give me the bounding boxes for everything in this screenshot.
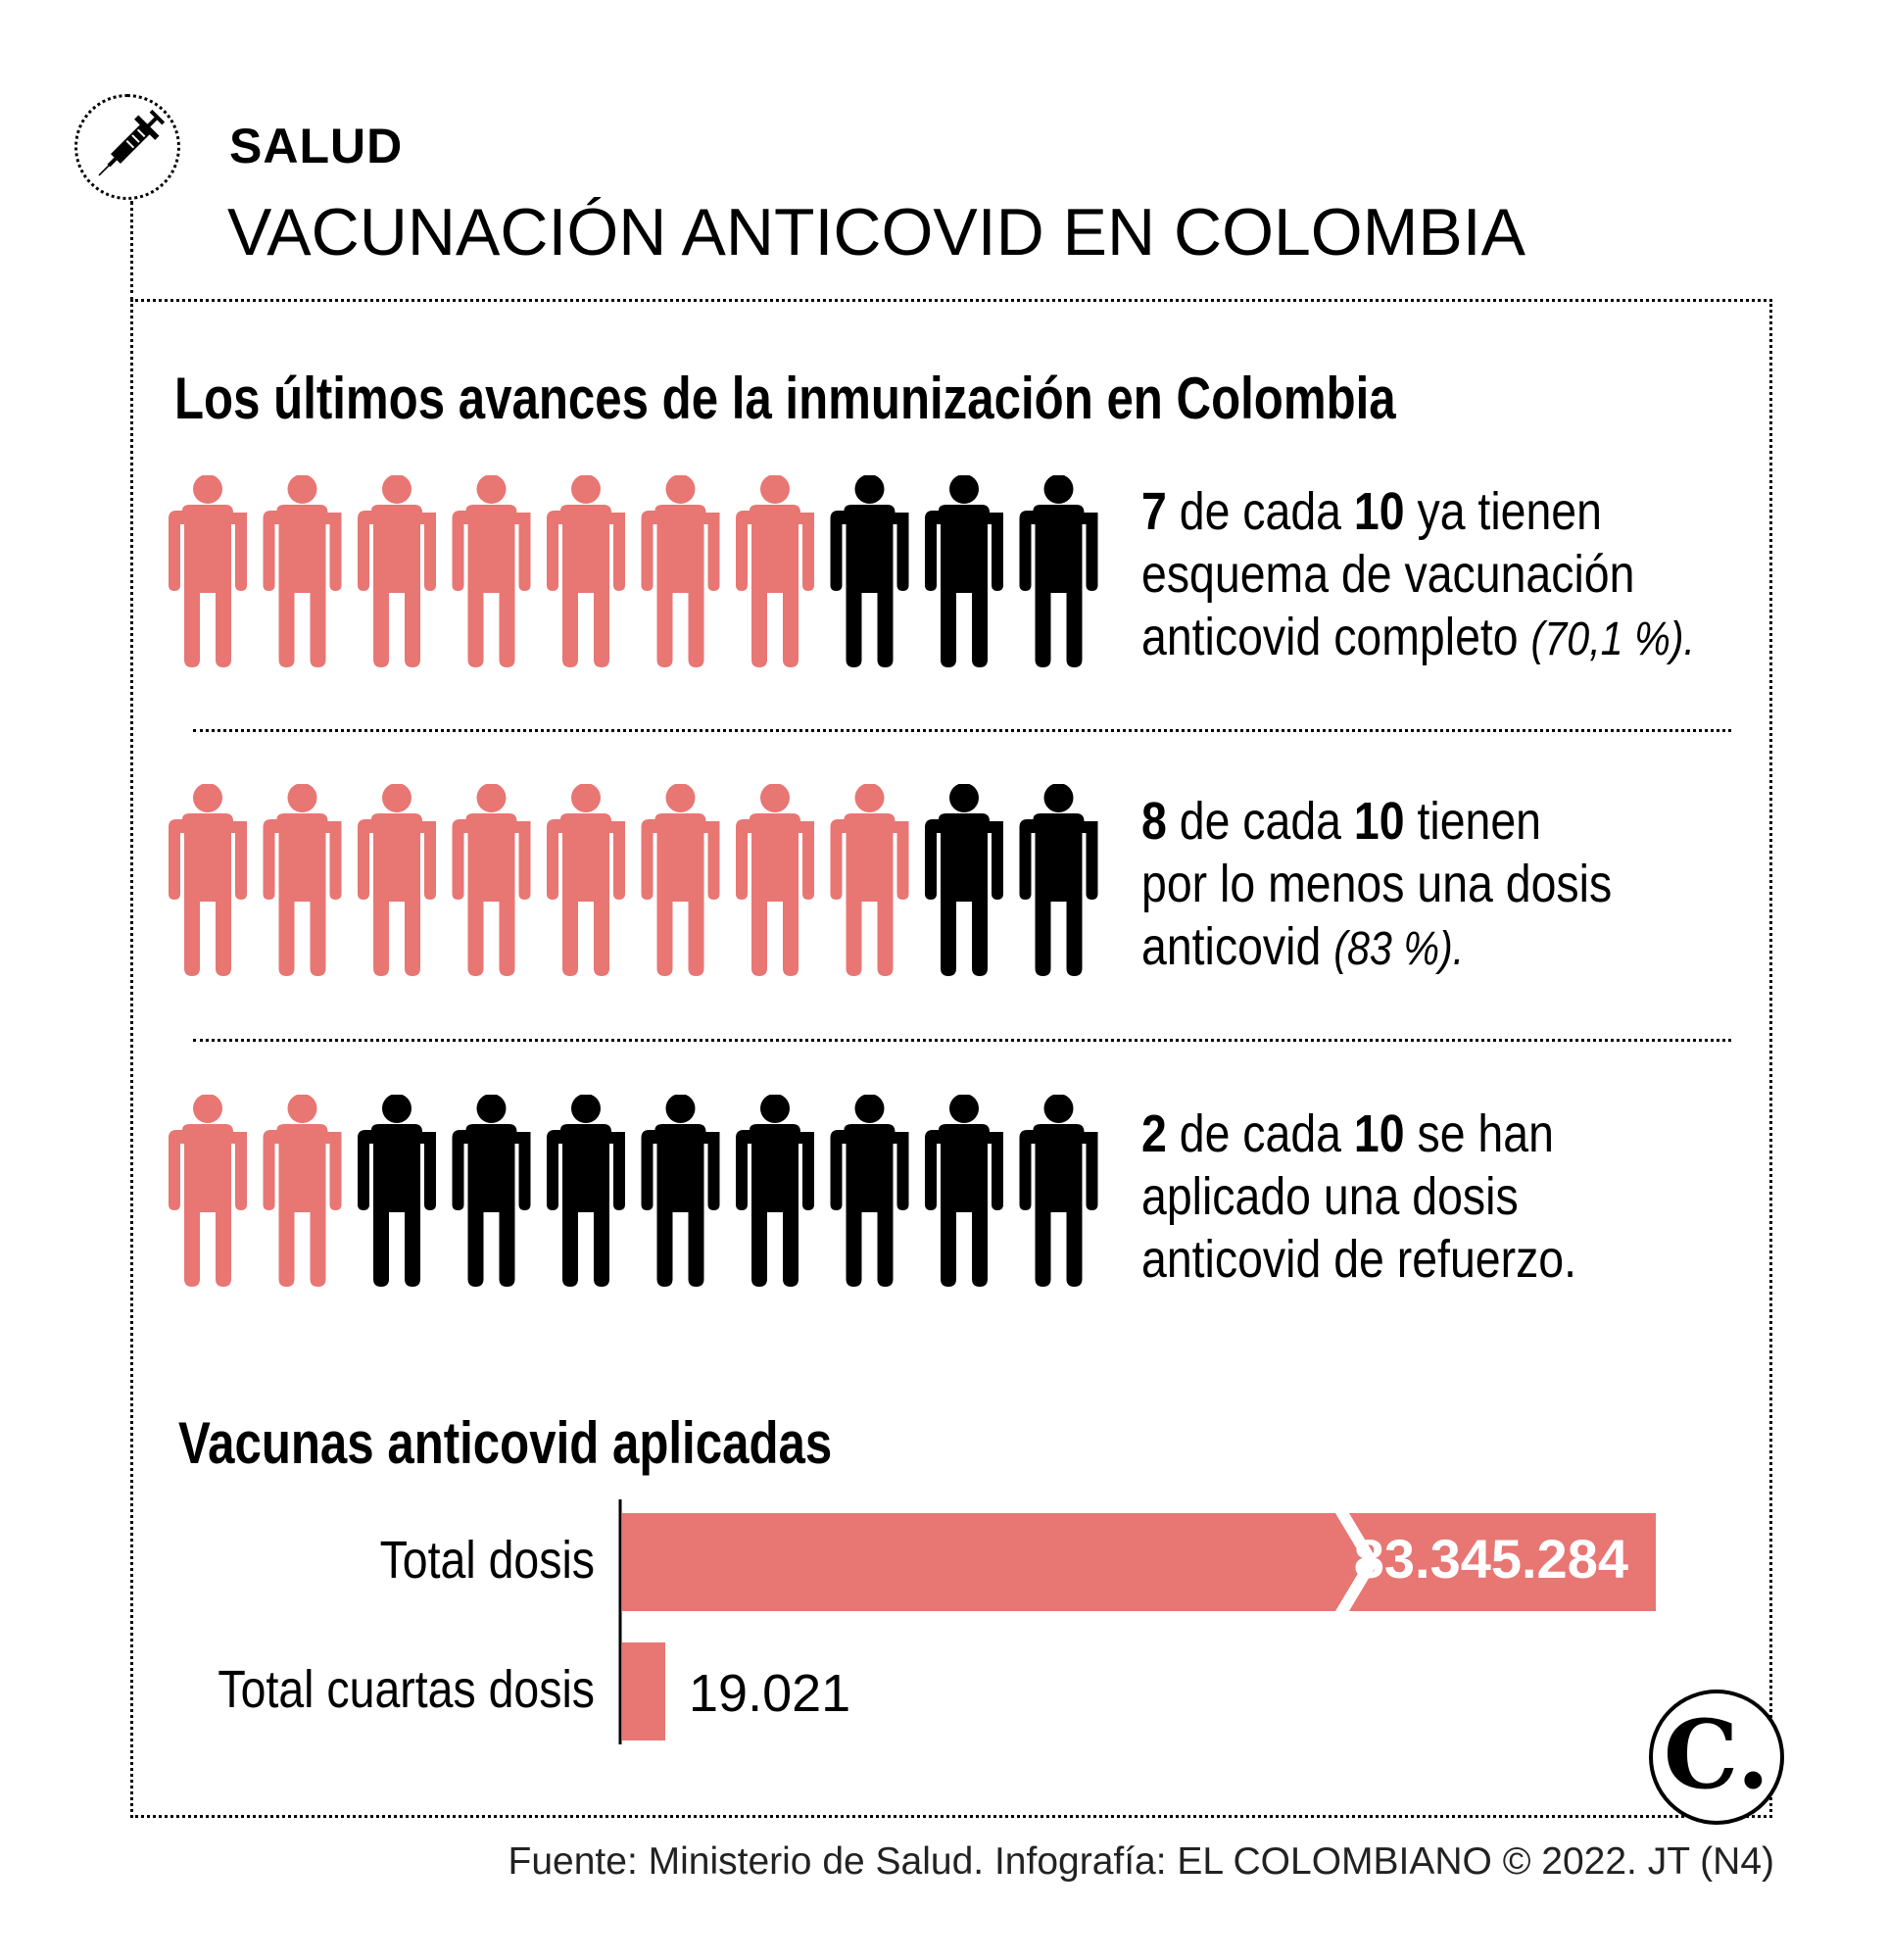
person-icon xyxy=(830,475,909,667)
person-icon xyxy=(736,475,814,667)
person-icon xyxy=(830,1095,909,1287)
bar-category-label: Total dosis xyxy=(380,1530,595,1590)
stat-text: de cada xyxy=(1166,482,1354,541)
person-icon xyxy=(263,784,342,976)
doses-bar-chart: Total dosis 83.345.284 Total cuartas dosis… xyxy=(218,1499,1656,1744)
stat-percentage: (83 %). xyxy=(1333,923,1465,975)
person-icon xyxy=(452,784,531,976)
stat-text: anticovid completo xyxy=(1141,608,1531,666)
vaccines-heading: Vacunas anticovid aplicadas xyxy=(178,1410,833,1476)
bar-total-cuartas-dosis xyxy=(622,1642,665,1740)
stat-number: 7 xyxy=(1141,482,1167,541)
logo-letter: C. xyxy=(1663,1699,1770,1810)
person-icon xyxy=(1019,1095,1098,1287)
stat-number: 8 xyxy=(1141,792,1167,851)
immunization-heading: Los últimos avances de la inmunización e… xyxy=(174,366,1396,431)
stat-text: tienen xyxy=(1404,792,1542,851)
stat-percentage: (70,1 %). xyxy=(1530,613,1696,665)
stat-booster: 2 de cada 10 se han aplicado una dosis a… xyxy=(1141,1102,1576,1294)
stat-text: se han xyxy=(1404,1104,1554,1163)
syringe-icon xyxy=(98,109,166,176)
person-icon xyxy=(263,475,342,667)
section-tag: SALUD xyxy=(229,119,404,173)
person-icon xyxy=(736,784,814,976)
person-icon xyxy=(452,475,531,667)
person-icon xyxy=(1019,475,1098,667)
person-icon xyxy=(547,1095,625,1287)
stat-one-dose: 8 de cada 10 tienen por lo menos una dos… xyxy=(1141,790,1612,981)
person-icon xyxy=(925,1095,1003,1287)
person-icon xyxy=(736,1095,814,1287)
person-icon xyxy=(547,784,625,976)
person-icon xyxy=(263,1095,342,1287)
person-icon xyxy=(358,1095,436,1287)
stat-total: 10 xyxy=(1353,792,1405,851)
el-colombiano-logo: C. xyxy=(1649,1690,1784,1825)
person-icon xyxy=(641,1095,720,1287)
pictogram-row-one-dose xyxy=(169,784,1098,976)
person-icon xyxy=(830,784,909,976)
infographic-frame xyxy=(130,299,1772,1818)
bar-category-label: Total cuartas dosis xyxy=(218,1659,595,1719)
stat-text: de cada xyxy=(1166,792,1354,851)
stat-text: aplicado una dosis xyxy=(1141,1167,1519,1226)
divider xyxy=(193,729,1731,732)
bar-value-label: 19.021 xyxy=(689,1664,850,1723)
person-icon xyxy=(925,475,1003,667)
person-icon xyxy=(925,784,1003,976)
stat-text: por lo menos una dosis xyxy=(1141,855,1613,913)
pictogram-row-booster xyxy=(169,1095,1098,1287)
stat-text: ya tienen xyxy=(1404,482,1602,541)
page-title: VACUNACIÓN ANTICOVID EN COLOMBIA xyxy=(227,195,1525,270)
source-credit: Fuente: Ministerio de Salud. Infografía:… xyxy=(508,1840,1774,1883)
person-icon xyxy=(641,784,720,976)
frame-connector xyxy=(130,201,133,301)
stat-complete: 7 de cada 10 ya tienen esquema de vacuna… xyxy=(1141,480,1695,671)
stat-number: 2 xyxy=(1141,1104,1167,1163)
axis-break-mark xyxy=(1334,1513,1379,1611)
stat-total: 10 xyxy=(1353,1104,1405,1163)
bar-value-label: 83.345.284 xyxy=(1354,1528,1628,1590)
divider xyxy=(193,1039,1731,1042)
stat-text: anticovid de refuerzo. xyxy=(1141,1230,1577,1289)
stat-total: 10 xyxy=(1353,482,1405,541)
person-icon xyxy=(641,475,720,667)
person-icon xyxy=(358,784,436,976)
person-icon xyxy=(358,475,436,667)
stat-text: esquema de vacunación xyxy=(1141,545,1635,604)
person-icon xyxy=(547,475,625,667)
pictogram-row-complete xyxy=(169,475,1098,667)
person-icon xyxy=(169,1095,247,1287)
header-icon-badge xyxy=(74,94,180,200)
person-icon xyxy=(452,1095,531,1287)
person-icon xyxy=(169,784,247,976)
bar-total-dosis xyxy=(622,1513,1656,1611)
stat-text: de cada xyxy=(1166,1104,1354,1163)
stat-text: anticovid xyxy=(1141,917,1334,976)
person-icon xyxy=(1019,784,1098,976)
person-icon xyxy=(169,475,247,667)
